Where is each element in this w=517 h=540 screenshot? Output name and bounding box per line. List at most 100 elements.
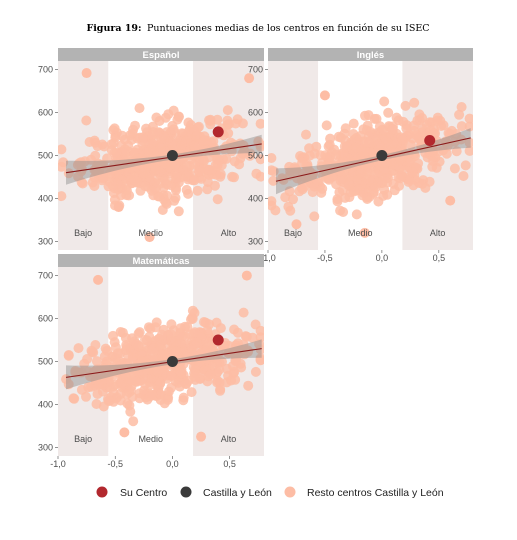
resto-centro-point (268, 196, 277, 207)
resto-centro-point (191, 337, 202, 348)
resto-centro-point (121, 340, 132, 350)
band-label-alto: Alto (430, 228, 446, 238)
resto-centro-point (170, 336, 181, 347)
panel-ingles: Inglés Bajo Medio Alto 300 400 500 600 700 -1,0 -0… (248, 48, 473, 263)
resto-centro-point (409, 97, 420, 108)
resto-centro-point (76, 384, 87, 395)
resto-centro-point (152, 366, 163, 377)
resto-centro-point (159, 131, 170, 142)
resto-centro-point (147, 346, 158, 357)
resto-centro-point (119, 427, 130, 438)
resto-centro-point (331, 149, 341, 160)
resto-centro-point (156, 329, 167, 340)
resto-centro-point (341, 141, 352, 152)
resto-centro-point (212, 375, 223, 386)
scatter-layer (58, 68, 264, 243)
resto-centro-point (212, 160, 223, 171)
x-tick-label: 0,5 (433, 253, 446, 263)
resto-centro-point (155, 389, 166, 400)
resto-centro-point (92, 389, 103, 399)
resto-centro-point (166, 370, 177, 381)
resto-centro-point (166, 319, 177, 330)
resto-centro-point (343, 179, 354, 190)
resto-centro-point (176, 139, 187, 150)
y-tick-label: 600 (38, 108, 53, 118)
band-label-bajo: Bajo (74, 434, 92, 444)
resto-centro-point (255, 355, 264, 366)
resto-centro-point (154, 116, 165, 126)
x-tick-label: -0,5 (317, 253, 333, 263)
su-centro-point (212, 126, 224, 138)
resto-centro-point (355, 168, 366, 179)
resto-centro-point (189, 159, 200, 170)
figure-label: Figura 19: (86, 23, 141, 34)
resto-centro-point (173, 206, 184, 217)
confidence-ribbon (66, 134, 262, 185)
resto-centro-point (379, 96, 390, 107)
scatter-layer (268, 90, 473, 238)
resto-centro-point (321, 120, 332, 131)
resto-centro-point (255, 171, 264, 182)
resto-centro-point (130, 120, 140, 131)
trend-line (65, 143, 262, 174)
resto-centro-point (223, 119, 234, 130)
resto-centro-point (169, 195, 180, 206)
resto-centro-point (102, 153, 113, 164)
resto-centro-point (58, 191, 67, 202)
resto-centro-point (186, 387, 197, 398)
resto-centro-point (189, 175, 200, 186)
resto-centro-point (155, 142, 166, 153)
resto-centro-point (380, 133, 391, 144)
resto-centro-point (120, 333, 131, 343)
resto-centro-point (424, 146, 435, 157)
resto-centro-point (103, 181, 114, 192)
resto-centro-point (303, 174, 314, 185)
resto-centro-point (212, 194, 223, 205)
resto-centro-point (205, 369, 216, 380)
resto-centro-point (456, 121, 467, 132)
legend-resto-label: Resto centros Castilla y León (307, 487, 444, 499)
resto-centro-point (379, 184, 390, 195)
resto-centro-point (309, 211, 320, 222)
resto-centro-point (202, 177, 213, 187)
resto-centro-point (91, 356, 102, 367)
resto-centro-point (324, 174, 334, 185)
resto-centro-point (134, 103, 145, 114)
resto-centro-point (241, 331, 252, 342)
resto-centro-point (126, 162, 136, 173)
band-label-alto: Alto (221, 228, 237, 238)
y-tick-label: 400 (38, 193, 53, 203)
resto-centro-point (460, 160, 471, 171)
y-tick-label: 700 (248, 65, 263, 75)
resto-centro-point (93, 274, 104, 285)
facet-strip (58, 48, 264, 61)
resto-centro-point (58, 161, 67, 172)
resto-centro-point (364, 137, 374, 148)
scatter-layer (61, 270, 264, 442)
resto-centro-point (106, 139, 117, 150)
resto-centro-point (100, 343, 111, 354)
resto-centro-point (199, 135, 210, 146)
resto-centro-point (359, 227, 370, 238)
resto-centro-point (284, 186, 295, 197)
x-tick-label: -1,0 (50, 459, 66, 469)
resto-centro-point (183, 117, 194, 128)
resto-centro-point (432, 115, 443, 126)
y-tick-label: 600 (248, 108, 263, 118)
resto-centro-point (449, 163, 460, 174)
resto-centro-point (297, 184, 308, 195)
resto-centro-point (187, 313, 198, 324)
resto-centro-point (451, 129, 462, 139)
resto-centro-point (338, 156, 348, 167)
y-tick-label: 400 (38, 399, 53, 409)
resto-centro-point (121, 389, 132, 400)
su-centro-point (212, 334, 224, 346)
resto-centro-point (301, 129, 311, 140)
resto-centro-point (180, 378, 191, 389)
resto-centro-point (407, 167, 418, 178)
resto-centro-point (228, 139, 239, 150)
resto-centro-point (383, 107, 394, 118)
resto-centro-point (86, 154, 96, 165)
resto-centro-point (135, 348, 146, 359)
resto-centro-point (116, 377, 127, 388)
